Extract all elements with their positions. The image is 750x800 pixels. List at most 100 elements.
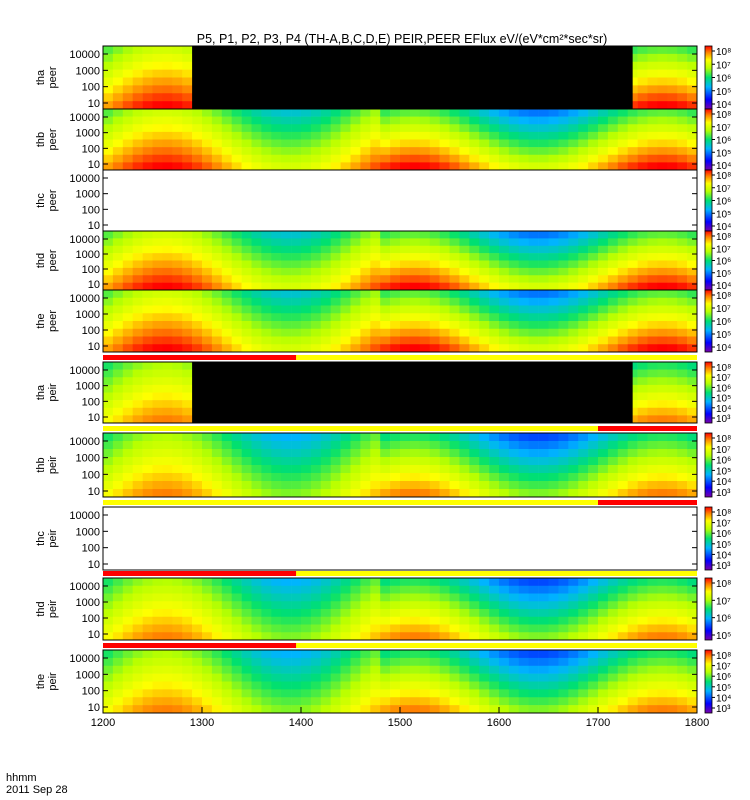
heatmap-cell [241,473,252,482]
heatmap-cell [231,336,242,345]
heatmap-cell [152,267,163,276]
heatmap-cell [449,313,460,322]
heatmap-cell [439,650,450,659]
heatmap-cell [429,441,440,450]
heatmap-cell [221,632,232,641]
heatmap-cell [350,601,361,610]
heatmap-cell [607,109,619,117]
heatmap-cell [340,344,351,353]
heatmap-cell [667,344,678,353]
heatmap-cell [192,578,203,587]
heatmap-cell [301,139,312,148]
heatmap-cell [409,245,421,254]
colorbar-tick-label: 10⁵ [716,394,731,405]
heatmap-cell [172,362,183,370]
heatmap-cell [103,290,114,299]
heatmap-cell [637,657,648,667]
heatmap-cell [578,705,589,714]
heatmap-cell [578,689,589,698]
heatmap-cell [479,282,490,291]
heatmap-cell [122,154,133,163]
heatmap-cell [677,657,688,667]
heatmap-cell [558,305,569,314]
heatmap-cell [687,85,698,94]
heatmap-cell [449,245,460,254]
heatmap-cell [360,162,371,171]
heatmap-cell [122,673,133,682]
heatmap-cell [211,238,223,247]
time-axis-date: 2011 Sep 28 [6,784,68,796]
heatmap-cell [588,305,599,314]
heatmap-cell [528,489,539,498]
heatmap-cell [291,489,302,498]
heatmap-cell [558,124,569,133]
heatmap-cell [112,238,124,247]
heatmap-cell [499,609,510,618]
heatmap-cell [162,238,173,247]
heatmap-cell [172,400,183,409]
heatmap-cell [687,344,698,353]
heatmap-cell [221,681,232,690]
heatmap-cell [182,313,193,322]
colorbar-tick-label: 10⁵ [716,683,731,694]
panel-ylabel-line: thc [35,193,47,208]
panel-ylabel: tha peir [35,383,59,402]
heatmap-cell [598,585,609,594]
heatmap-cell [677,328,688,337]
heatmap-cell [667,77,678,86]
heatmap-cell [489,593,500,602]
heatmap-cell [518,433,529,442]
heatmap-cell [508,109,520,117]
heatmap-cell [657,238,668,247]
heatmap-cell [192,297,203,306]
heatmap-cell [271,328,282,337]
heatmap-cell [617,433,628,442]
colorbar-gradient [704,577,713,641]
heatmap-cell [528,260,539,269]
heatmap-cell [103,328,114,337]
heatmap-cell [419,609,430,618]
heatmap-cell [112,465,124,474]
heatmap-cell [409,231,421,239]
heatmap-cell [231,109,242,117]
heatmap-cell [172,109,183,117]
heatmap-cell [211,632,223,641]
heatmap-cell [489,449,500,458]
heatmap-cell [182,465,193,474]
heatmap-cell [202,665,213,674]
heatmap-cell [499,632,510,641]
heatmap-cell [489,267,500,276]
heatmap-cell [103,231,114,239]
heatmap-cell [617,290,628,299]
heatmap-cell [607,139,619,148]
heatmap-cell [578,489,589,498]
heatmap-cell [192,344,203,353]
heatmap-cell [360,681,371,690]
heatmap-cell [667,697,678,706]
heatmap-cell [221,705,232,714]
heatmap-cell [291,433,302,442]
heatmap-cell [627,632,638,641]
heatmap-cell [469,267,480,276]
heatmap-cell [132,601,143,610]
heatmap-cell [380,585,391,594]
colorbar-tick-label: 10⁷ [716,123,731,134]
heatmap-cell [548,124,559,133]
heatmap-cell [103,689,114,698]
heatmap-cell [251,260,262,269]
heatmap-cell [231,297,242,306]
heatmap-cell [182,260,193,269]
heatmap-cell [598,313,609,322]
heatmap-cell [578,238,589,247]
heatmap-cell [261,650,272,659]
heatmap-cell [687,321,698,330]
colorbar-tick-label: 10⁷ [716,519,731,530]
heatmap-cell [241,116,252,125]
heatmap-cell [370,441,381,450]
heatmap-cell [578,457,589,466]
colorbar-tick-label: 10⁵ [716,540,731,551]
heatmap-cell [271,673,282,682]
heatmap-cell [637,267,648,276]
heatmap-cell [211,109,223,117]
